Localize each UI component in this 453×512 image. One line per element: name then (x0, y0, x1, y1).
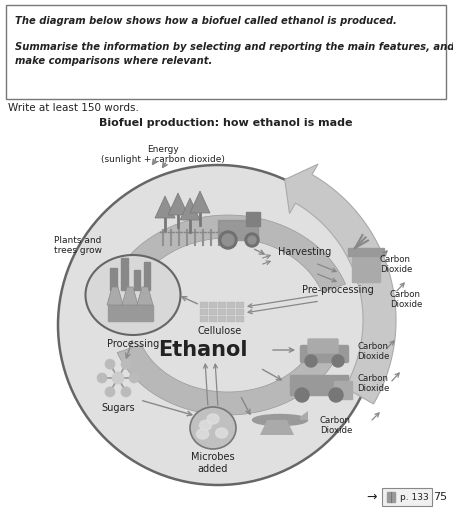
Polygon shape (190, 191, 210, 213)
Text: →: → (367, 490, 377, 503)
Circle shape (97, 373, 107, 383)
Bar (334, 381, 352, 399)
Circle shape (305, 355, 317, 367)
Text: Carbon
Dioxide: Carbon Dioxide (320, 416, 352, 435)
Text: Harvesting: Harvesting (278, 247, 331, 257)
FancyBboxPatch shape (6, 5, 446, 99)
Bar (236, 316, 244, 322)
Bar (290, 375, 348, 395)
Bar (227, 316, 235, 322)
Bar (348, 248, 384, 256)
Text: Cellulose: Cellulose (198, 326, 242, 336)
Bar (134, 270, 140, 290)
Circle shape (129, 373, 139, 383)
Polygon shape (155, 196, 175, 218)
Text: Carbon
Dioxide: Carbon Dioxide (390, 290, 422, 309)
Ellipse shape (86, 255, 180, 335)
Text: 75: 75 (433, 492, 447, 502)
Polygon shape (137, 287, 153, 305)
Bar (218, 316, 226, 322)
Ellipse shape (199, 420, 212, 430)
Text: The diagram below shows how a biofuel called ethanol is produced.: The diagram below shows how a biofuel ca… (15, 16, 397, 26)
Text: Pre-processing: Pre-processing (302, 285, 374, 295)
Circle shape (219, 231, 237, 249)
Text: Microbes
added: Microbes added (191, 452, 235, 474)
Circle shape (105, 387, 115, 397)
Circle shape (245, 233, 259, 247)
Bar (352, 252, 380, 282)
Ellipse shape (216, 428, 228, 438)
Text: Biofuel production: how ethanol is made: Biofuel production: how ethanol is made (99, 118, 353, 128)
Text: p. 133: p. 133 (400, 493, 429, 501)
Bar (218, 220, 258, 240)
Bar (236, 309, 244, 315)
Bar (108, 305, 153, 321)
Bar (209, 302, 217, 308)
Circle shape (248, 236, 256, 244)
Polygon shape (122, 287, 138, 305)
Circle shape (332, 355, 344, 367)
Text: Plants and
trees grow: Plants and trees grow (54, 236, 102, 255)
Text: Ethanol: Ethanol (158, 340, 248, 360)
Polygon shape (260, 420, 294, 435)
Text: Energy
(sunlight + carbon dioxide): Energy (sunlight + carbon dioxide) (101, 145, 225, 164)
Bar (218, 309, 226, 315)
Ellipse shape (252, 415, 308, 425)
Circle shape (105, 359, 115, 369)
Bar (200, 302, 208, 308)
Text: make comparisons where relevant.: make comparisons where relevant. (15, 56, 212, 66)
Polygon shape (111, 215, 346, 292)
Bar (387, 492, 395, 502)
Circle shape (58, 165, 378, 485)
Bar (236, 302, 244, 308)
Ellipse shape (207, 414, 219, 424)
Text: Carbon
Dioxide: Carbon Dioxide (357, 374, 390, 393)
Text: Processing: Processing (107, 339, 159, 349)
Circle shape (121, 359, 131, 369)
Polygon shape (107, 287, 123, 305)
Bar (121, 258, 128, 290)
Bar (209, 316, 217, 322)
Text: Carbon
Dioxide: Carbon Dioxide (357, 342, 390, 361)
Bar (218, 302, 226, 308)
Polygon shape (180, 198, 200, 220)
Bar (209, 309, 217, 315)
Polygon shape (300, 411, 308, 420)
Bar (200, 309, 208, 315)
Circle shape (295, 388, 309, 402)
FancyBboxPatch shape (308, 339, 338, 353)
Ellipse shape (190, 407, 236, 449)
Ellipse shape (197, 429, 209, 439)
Text: Summarise the information by selecting and reporting the main features, and: Summarise the information by selecting a… (15, 42, 453, 52)
Polygon shape (117, 345, 339, 415)
Circle shape (222, 234, 234, 246)
Bar (246, 212, 260, 226)
Text: Carbon
Dioxide: Carbon Dioxide (380, 255, 412, 274)
Polygon shape (168, 193, 188, 215)
Text: Write at least 150 words.: Write at least 150 words. (8, 103, 139, 113)
Bar (227, 302, 235, 308)
FancyBboxPatch shape (382, 488, 432, 506)
FancyBboxPatch shape (300, 346, 348, 362)
Polygon shape (285, 164, 396, 404)
Bar (110, 268, 117, 290)
Bar (144, 262, 150, 290)
Bar (227, 309, 235, 315)
Bar (200, 316, 208, 322)
Circle shape (329, 388, 343, 402)
Circle shape (112, 372, 124, 384)
Circle shape (121, 387, 131, 397)
Text: Sugars: Sugars (101, 403, 135, 413)
